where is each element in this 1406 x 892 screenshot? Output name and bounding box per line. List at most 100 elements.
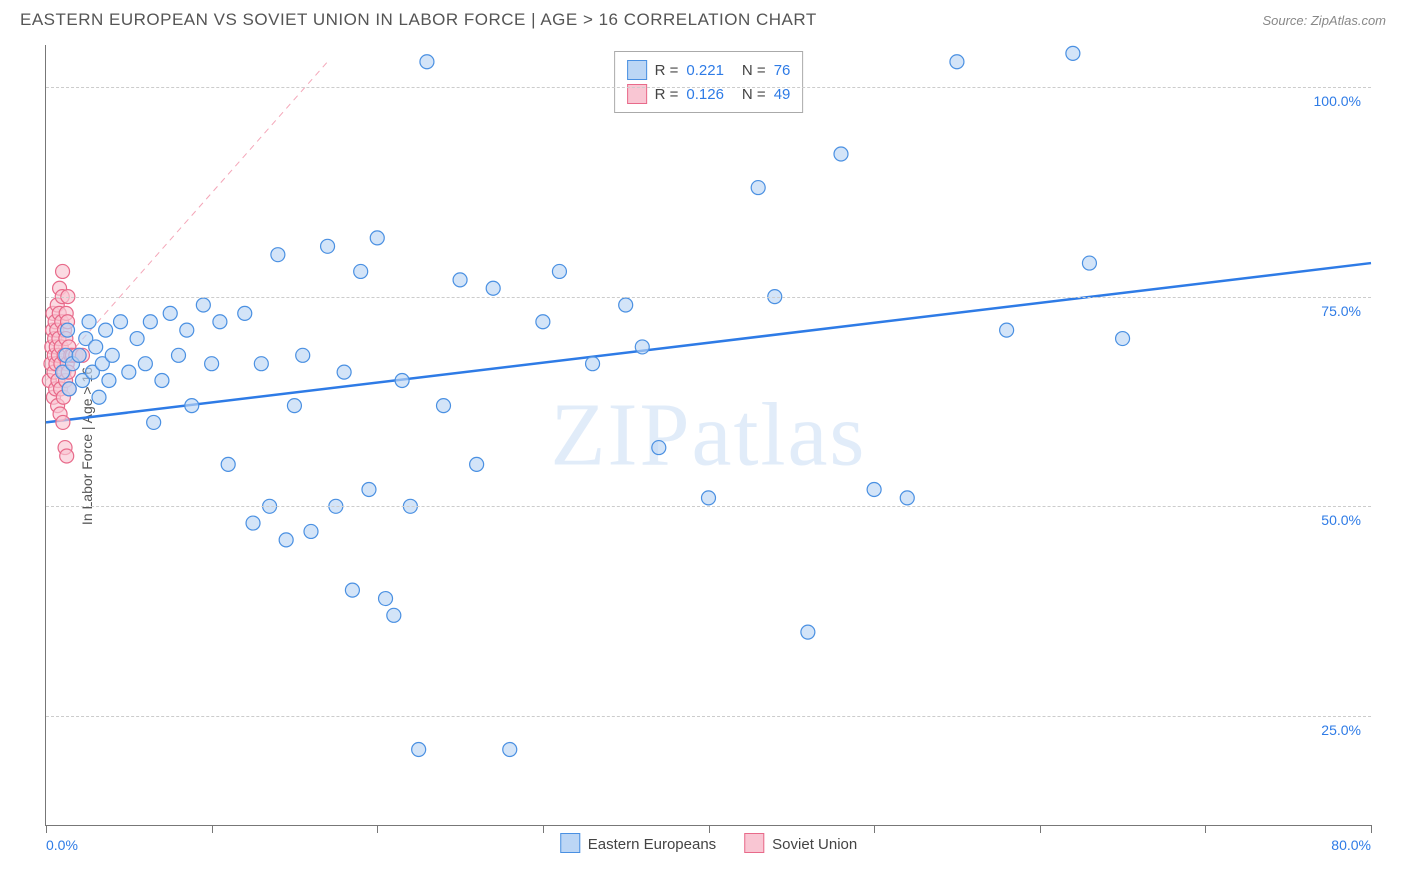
x-tick <box>1371 825 1372 833</box>
scatter-point-blue <box>337 365 351 379</box>
chart-title: EASTERN EUROPEAN VS SOVIET UNION IN LABO… <box>20 10 817 30</box>
stats-row: R = 0.126 N = 49 <box>627 82 791 106</box>
gridline <box>46 87 1371 88</box>
scatter-point-blue <box>1066 46 1080 60</box>
scatter-point-blue <box>412 743 426 757</box>
legend-item: Soviet Union <box>744 833 857 853</box>
scatter-point-blue <box>147 415 161 429</box>
scatter-point-blue <box>213 315 227 329</box>
scatter-point-blue <box>155 373 169 387</box>
legend-swatch <box>744 833 764 853</box>
scatter-point-blue <box>221 457 235 471</box>
scatter-point-blue <box>867 483 881 497</box>
scatter-point-blue <box>246 516 260 530</box>
scatter-point-blue <box>138 357 152 371</box>
scatter-point-blue <box>172 348 186 362</box>
scatter-point-blue <box>99 323 113 337</box>
scatter-point-blue <box>1116 332 1130 346</box>
gridline <box>46 297 1371 298</box>
y-tick-label: 50.0% <box>1321 512 1361 528</box>
scatter-point-blue <box>196 298 210 312</box>
legend-label: Eastern Europeans <box>588 836 716 853</box>
stat-n-label: N = <box>742 62 766 79</box>
scatter-point-blue <box>102 373 116 387</box>
stat-n-value: 76 <box>774 62 791 79</box>
scatter-point-blue <box>801 625 815 639</box>
scatter-point-blue <box>586 357 600 371</box>
stat-r-label: R = <box>655 62 679 79</box>
y-tick-label: 100.0% <box>1314 93 1361 109</box>
scatter-point-blue <box>271 248 285 262</box>
y-tick-label: 75.0% <box>1321 303 1361 319</box>
scatter-point-blue <box>279 533 293 547</box>
scatter-point-blue <box>420 55 434 69</box>
scatter-point-blue <box>503 743 517 757</box>
x-tick <box>709 825 710 833</box>
stat-n-value: 49 <box>774 86 791 103</box>
stat-r-value: 0.221 <box>686 62 724 79</box>
scatter-point-blue <box>834 147 848 161</box>
scatter-point-blue <box>72 348 86 362</box>
legend-item: Eastern Europeans <box>560 833 716 853</box>
plot-area: ZIPatlas R =0.221N =76R =0.126N =49 East… <box>45 45 1371 826</box>
y-tick-label: 25.0% <box>1321 722 1361 738</box>
scatter-point-blue <box>552 264 566 278</box>
scatter-point-pink <box>60 449 74 463</box>
gridline <box>46 716 1371 717</box>
scatter-point-blue <box>92 390 106 404</box>
stat-r-value: 0.126 <box>686 86 724 103</box>
legend-label: Soviet Union <box>772 836 857 853</box>
scatter-point-blue <box>536 315 550 329</box>
scatter-point-blue <box>362 483 376 497</box>
x-tick <box>1205 825 1206 833</box>
scatter-point-blue <box>254 357 268 371</box>
scatter-point-blue <box>619 298 633 312</box>
scatter-point-blue <box>1082 256 1096 270</box>
scatter-point-blue <box>296 348 310 362</box>
stat-r-label: R = <box>655 86 679 103</box>
scatter-point-blue <box>163 306 177 320</box>
legend-swatch <box>627 60 647 80</box>
scatter-point-blue <box>114 315 128 329</box>
scatter-point-blue <box>185 399 199 413</box>
scatter-point-blue <box>635 340 649 354</box>
scatter-point-blue <box>379 592 393 606</box>
x-axis-max-label: 80.0% <box>1331 837 1371 853</box>
x-tick <box>377 825 378 833</box>
scatter-point-blue <box>287 399 301 413</box>
scatter-point-blue <box>61 323 75 337</box>
scatter-point-blue <box>437 399 451 413</box>
scatter-point-blue <box>105 348 119 362</box>
scatter-point-blue <box>89 340 103 354</box>
scatter-point-blue <box>900 491 914 505</box>
legend-swatch <box>560 833 580 853</box>
scatter-point-blue <box>82 315 96 329</box>
scatter-point-blue <box>370 231 384 245</box>
scatter-point-pink <box>56 264 70 278</box>
scatter-point-blue <box>345 583 359 597</box>
scatter-point-blue <box>702 491 716 505</box>
scatter-point-blue <box>143 315 157 329</box>
scatter-point-blue <box>321 239 335 253</box>
trend-line <box>46 263 1371 422</box>
stats-row: R = 0.221 N = 76 <box>627 58 791 82</box>
scatter-point-blue <box>304 524 318 538</box>
x-tick <box>46 825 47 833</box>
scatter-point-blue <box>62 382 76 396</box>
stat-n-label: N = <box>742 86 766 103</box>
x-tick <box>543 825 544 833</box>
scatter-point-blue <box>1000 323 1014 337</box>
scatter-point-blue <box>205 357 219 371</box>
scatter-point-blue <box>354 264 368 278</box>
scatter-canvas <box>46 45 1371 825</box>
scatter-point-blue <box>387 608 401 622</box>
x-tick <box>1040 825 1041 833</box>
series-legend: Eastern Europeans Soviet Union <box>560 833 857 853</box>
scatter-point-blue <box>652 441 666 455</box>
x-axis-min-label: 0.0% <box>46 837 78 853</box>
chart-header: EASTERN EUROPEAN VS SOVIET UNION IN LABO… <box>0 0 1406 40</box>
x-tick <box>212 825 213 833</box>
scatter-point-blue <box>470 457 484 471</box>
scatter-point-pink <box>56 415 70 429</box>
scatter-point-blue <box>950 55 964 69</box>
